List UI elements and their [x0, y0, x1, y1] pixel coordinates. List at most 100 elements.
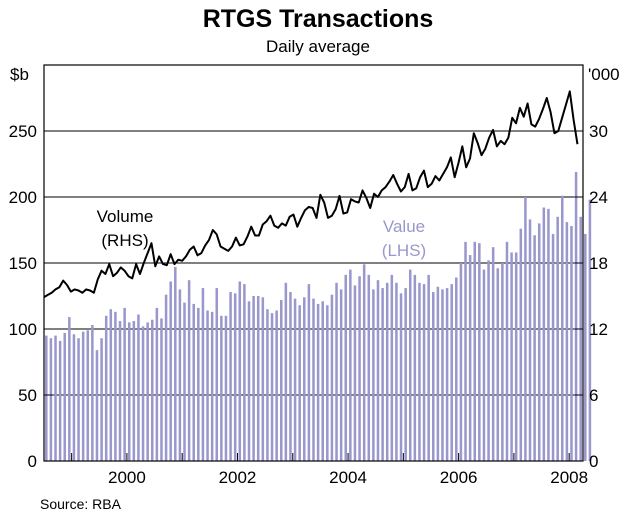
source-note: Source: RBA [40, 496, 122, 512]
value-bar [123, 307, 126, 461]
value-bar [109, 309, 113, 461]
value-bar [316, 303, 320, 461]
value-bar [49, 338, 53, 461]
value-bar [104, 315, 108, 461]
left-tick-label: 100 [9, 320, 37, 339]
left-axis-ticks: 0 50 100 150 200 250 [9, 122, 52, 471]
value-bar [335, 282, 338, 461]
value-bar [224, 315, 228, 461]
value-bar [298, 305, 301, 461]
value-bar [358, 276, 361, 461]
x-tick-label: 2006 [440, 468, 478, 487]
value-bar [330, 294, 334, 461]
value-bar [63, 332, 66, 461]
value-bar [372, 289, 375, 461]
value-bar [307, 284, 311, 461]
value-bar [482, 269, 486, 461]
value-bar [473, 241, 476, 461]
value-bar [187, 280, 191, 461]
left-tick-label: 0 [28, 452, 37, 471]
value-bar [252, 296, 255, 461]
right-tick-label: 6 [589, 386, 598, 405]
right-tick-label: 30 [589, 122, 608, 141]
value-bar [408, 269, 412, 461]
value-bar [579, 216, 582, 461]
value-bar [367, 274, 371, 461]
value-bar [100, 338, 103, 461]
value-bar [464, 241, 467, 461]
x-tick-label: 2000 [108, 468, 146, 487]
value-bar [91, 325, 94, 461]
value-bar [468, 255, 472, 461]
x-tick-label: 2004 [329, 468, 367, 487]
value-bar [432, 292, 435, 461]
value-bar [491, 247, 495, 461]
value-bar [86, 330, 90, 461]
left-tick-label: 150 [9, 254, 37, 273]
value-bar [478, 243, 481, 461]
value-bar [72, 334, 76, 461]
value-bar [247, 301, 251, 461]
value-bar [164, 294, 168, 461]
value-bar [450, 284, 453, 461]
value-bar [77, 338, 80, 461]
left-axis-unit: $b [10, 65, 29, 84]
right-tick-label: 12 [589, 320, 608, 339]
value-sublabel: (LHS) [382, 241, 426, 260]
value-bar [95, 350, 99, 461]
left-tick-label: 250 [9, 122, 37, 141]
right-tick-label: 0 [589, 452, 598, 471]
right-axis-ticks: 0 6 12 18 24 30 [575, 122, 608, 471]
chart-subtitle: Daily average [266, 37, 370, 56]
x-axis-ticks: 2000 2002 2004 2006 2008 [71, 453, 588, 487]
value-bar [229, 292, 232, 461]
value-bar [390, 274, 394, 461]
x-tick-label: 2002 [219, 468, 257, 487]
value-bar [459, 263, 463, 461]
chart-title: RTGS Transactions [203, 5, 434, 33]
value-bar [141, 326, 145, 461]
value-bar [206, 310, 209, 461]
value-bar [155, 307, 159, 461]
left-tick-label: 50 [18, 386, 37, 405]
value-bar [150, 319, 154, 461]
value-bar [542, 207, 546, 461]
volume-sublabel: (RHS) [101, 231, 148, 250]
value-bar [275, 310, 278, 461]
value-bar [243, 284, 246, 461]
value-bar [524, 197, 527, 461]
value-label: Value [383, 217, 425, 236]
right-tick-label: 24 [589, 188, 608, 207]
value-bar [289, 292, 292, 461]
right-axis-unit: '000 [588, 65, 620, 84]
value-bar [303, 297, 306, 461]
value-bar [178, 289, 182, 461]
value-bar [58, 340, 62, 461]
value-bar [326, 305, 329, 461]
value-bar [321, 301, 324, 461]
x-tick-label: 2008 [550, 468, 588, 487]
value-bar [279, 299, 283, 461]
value-bar [210, 311, 214, 461]
value-bar [395, 282, 398, 461]
value-bar [537, 223, 541, 461]
value-bar [256, 296, 260, 461]
value-bar [68, 317, 71, 461]
value-bar [413, 274, 417, 461]
value-bar [293, 298, 297, 461]
value-bar [160, 318, 163, 461]
value-bar [385, 282, 389, 461]
value-bar [528, 219, 532, 461]
value-bar [362, 264, 366, 461]
left-tick-label: 200 [9, 188, 37, 207]
value-bar [501, 263, 504, 461]
value-bar [261, 297, 265, 461]
value-bar [270, 313, 274, 461]
value-bar [418, 282, 421, 461]
value-bar [215, 288, 219, 461]
value-bar [201, 288, 205, 461]
value-bar [381, 288, 384, 461]
value-bar [496, 268, 500, 461]
value-bar [183, 302, 186, 461]
